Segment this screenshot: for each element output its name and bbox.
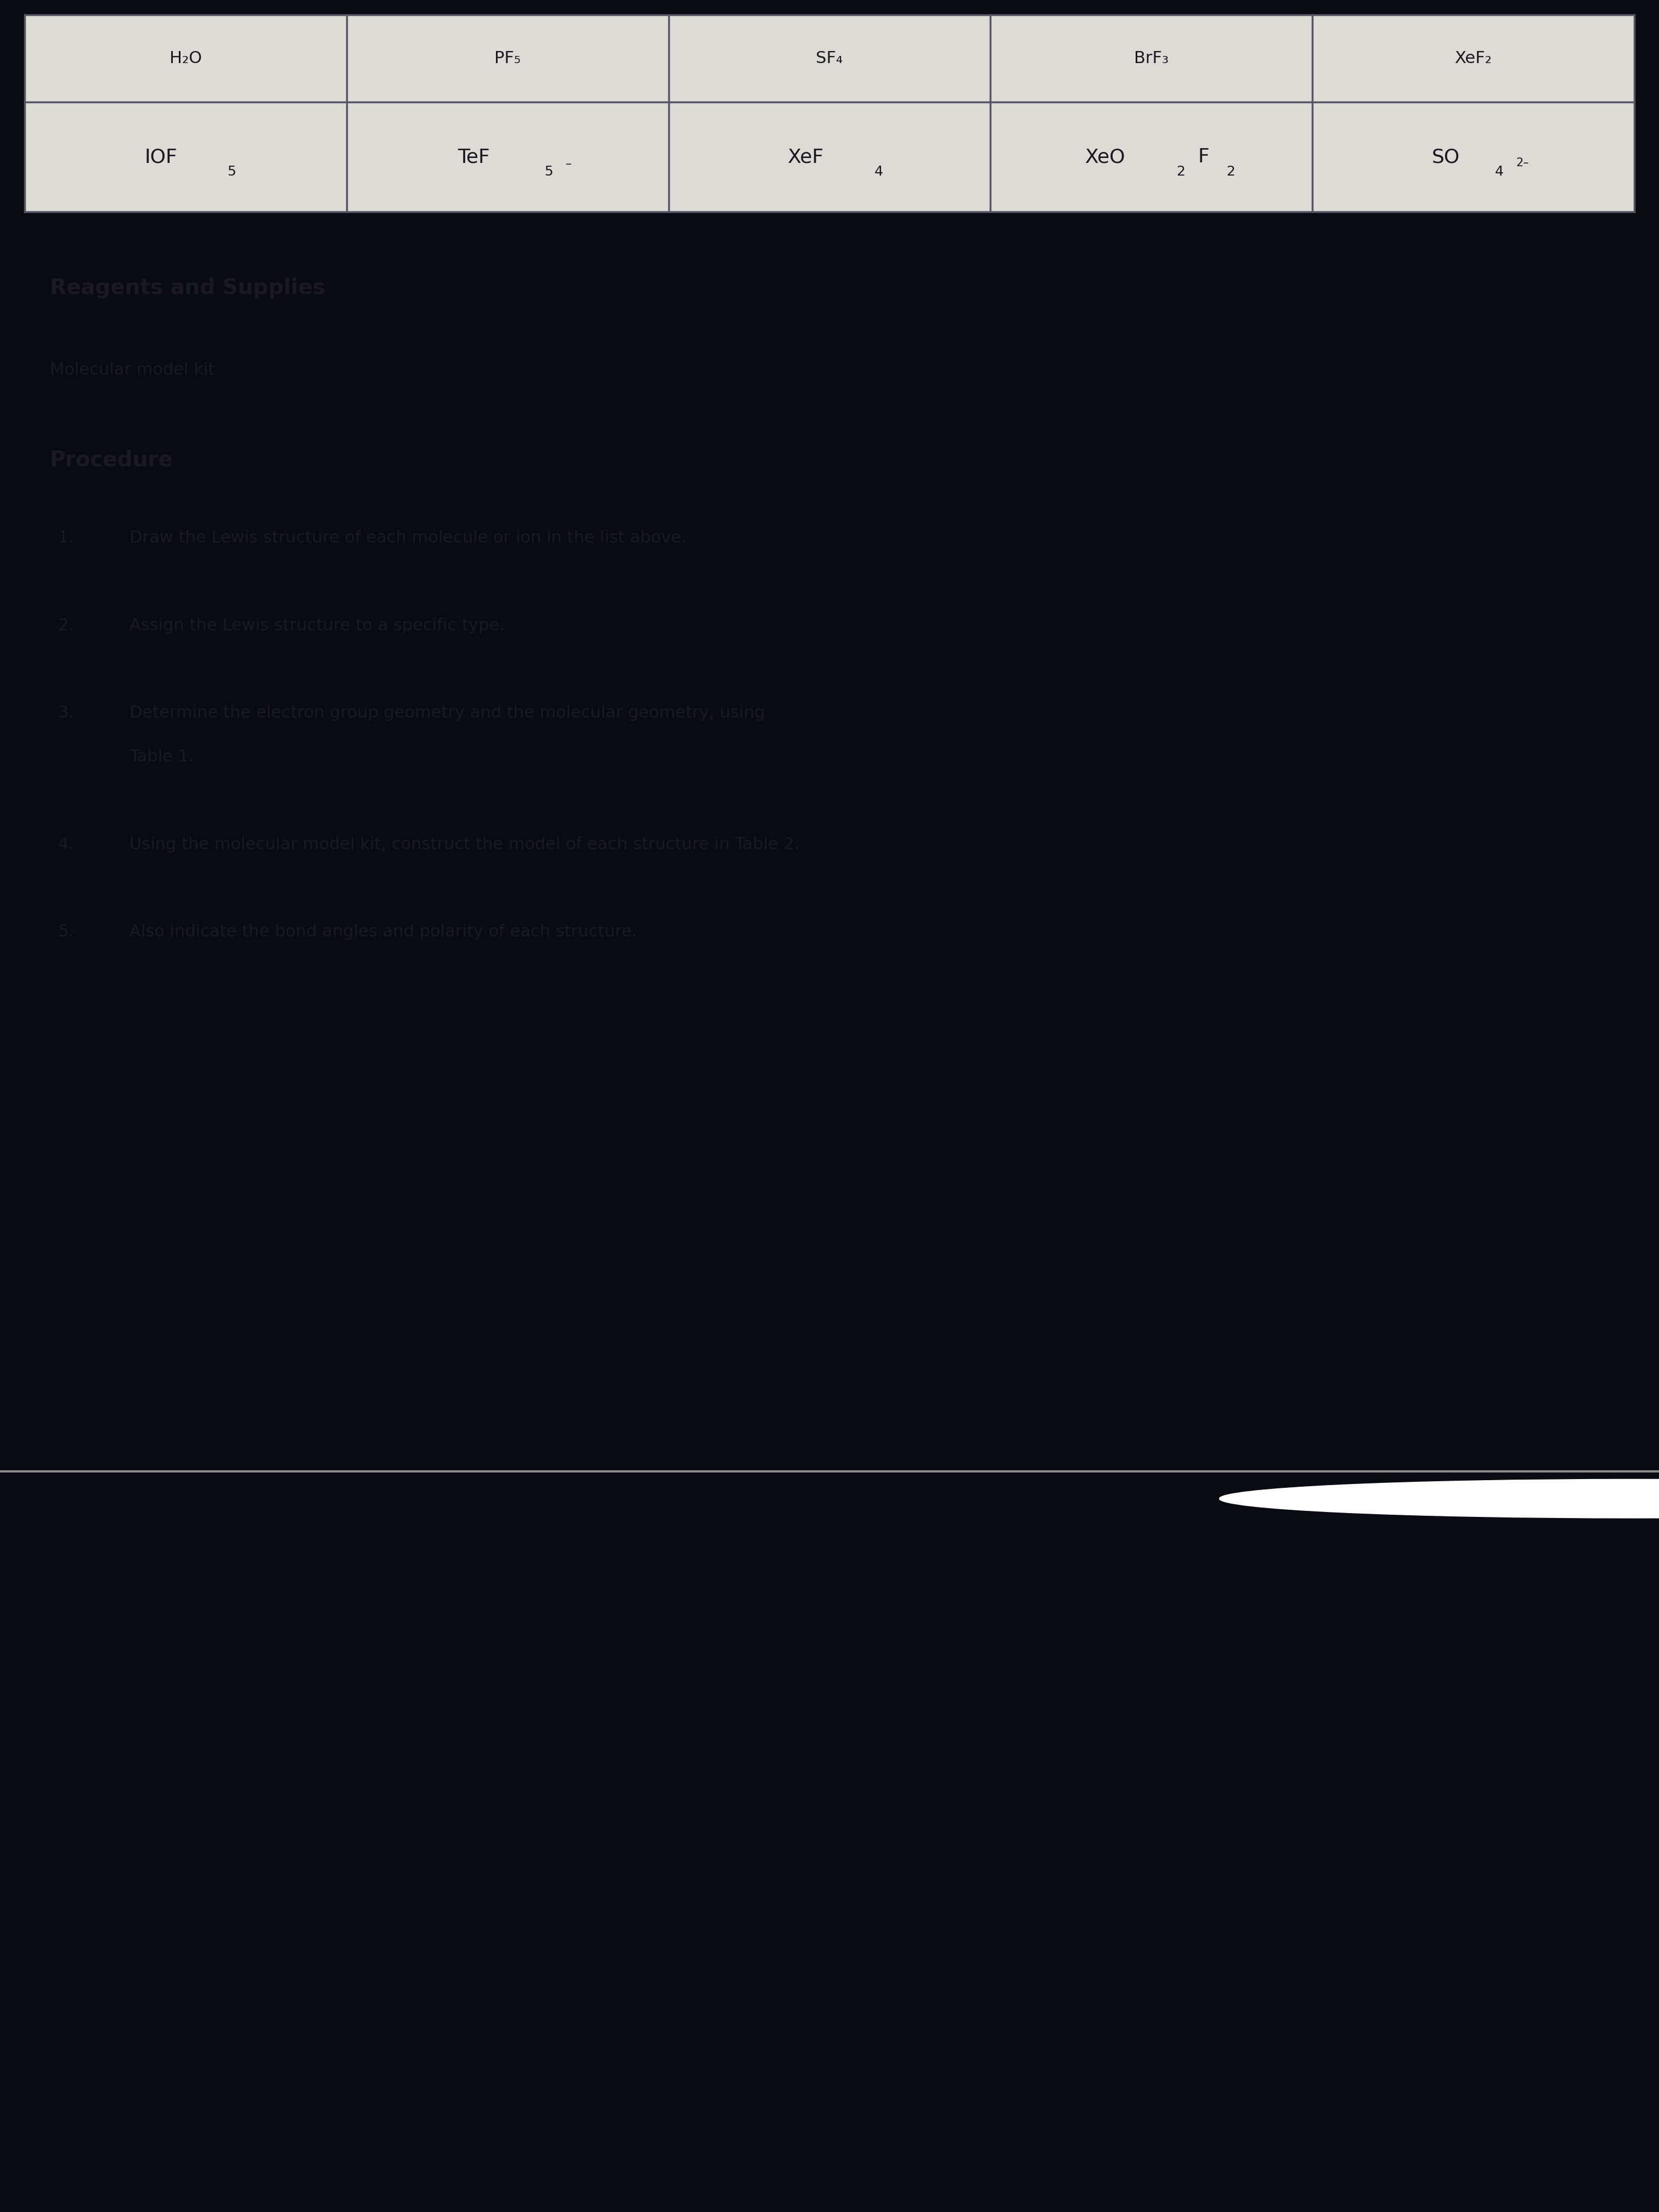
Text: PF₅: PF₅ bbox=[494, 51, 521, 66]
Text: XeF₂: XeF₂ bbox=[1455, 51, 1491, 66]
Text: Assign the Lewis structure to a specific type.: Assign the Lewis structure to a specific… bbox=[129, 617, 504, 633]
Text: IOF: IOF bbox=[144, 148, 178, 166]
Text: 2: 2 bbox=[1226, 166, 1234, 179]
Text: Using the molecular model kit, construct the model of each structure in Table 2.: Using the molecular model kit, construct… bbox=[129, 836, 800, 852]
Text: Procedure: Procedure bbox=[50, 449, 173, 471]
Text: 2.: 2. bbox=[58, 617, 75, 633]
Text: Molecular model kit: Molecular model kit bbox=[50, 363, 214, 378]
Text: 1.: 1. bbox=[58, 531, 75, 546]
Text: 4: 4 bbox=[874, 166, 883, 179]
Text: 4.: 4. bbox=[58, 836, 75, 852]
Text: Reagents and Supplies: Reagents and Supplies bbox=[50, 276, 325, 299]
Text: SO: SO bbox=[1432, 148, 1460, 166]
Text: H₂O: H₂O bbox=[169, 51, 202, 66]
Text: TeF: TeF bbox=[458, 148, 489, 166]
Text: BrF₃: BrF₃ bbox=[1135, 51, 1168, 66]
Text: 2–: 2– bbox=[1516, 157, 1530, 168]
Text: 3.: 3. bbox=[58, 706, 75, 721]
Text: 5: 5 bbox=[227, 166, 236, 179]
Bar bbox=[25, 15, 1634, 212]
Text: 4: 4 bbox=[1495, 166, 1503, 179]
Text: Draw the Lewis structure of each molecule or ion in the list above.: Draw the Lewis structure of each molecul… bbox=[129, 531, 687, 546]
Text: XeF: XeF bbox=[788, 148, 825, 166]
Text: Also indicate the bond angles and polarity of each structure.: Also indicate the bond angles and polari… bbox=[129, 925, 637, 940]
Text: Determine the electron group geometry and the molecular geometry, using: Determine the electron group geometry an… bbox=[129, 706, 765, 721]
Circle shape bbox=[1219, 1480, 1659, 1517]
Text: 2: 2 bbox=[1176, 166, 1185, 179]
Text: Table 1.: Table 1. bbox=[129, 750, 194, 765]
Text: SF₄: SF₄ bbox=[816, 51, 843, 66]
Text: 5: 5 bbox=[544, 166, 552, 179]
Text: +: + bbox=[1629, 1493, 1639, 1504]
Text: XeO: XeO bbox=[1085, 148, 1125, 166]
Text: 5.: 5. bbox=[58, 925, 75, 940]
Text: F: F bbox=[1198, 148, 1209, 166]
Text: –: – bbox=[566, 159, 572, 170]
